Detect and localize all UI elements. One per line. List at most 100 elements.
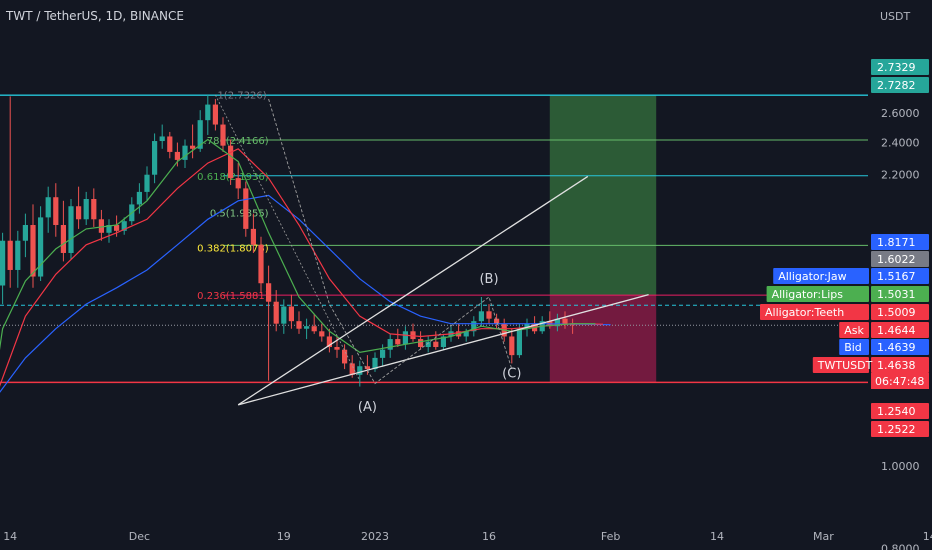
candle[interactable]: [494, 313, 500, 329]
candle[interactable]: [304, 318, 310, 340]
candle[interactable]: [311, 313, 317, 334]
candle-body: [91, 199, 97, 220]
candle-body: [494, 318, 500, 324]
candle[interactable]: [212, 99, 218, 131]
candle[interactable]: [182, 139, 188, 169]
candle[interactable]: [395, 328, 401, 348]
candle[interactable]: [91, 188, 97, 227]
candle[interactable]: [554, 313, 560, 332]
candle[interactable]: [387, 333, 393, 358]
candle[interactable]: [60, 200, 66, 262]
candle[interactable]: [250, 213, 256, 253]
price-tag-label: Ask: [844, 324, 864, 337]
candle[interactable]: [456, 323, 462, 340]
candle[interactable]: [326, 328, 332, 353]
trendline[interactable]: [238, 294, 649, 406]
candle[interactable]: [296, 311, 302, 334]
candle[interactable]: [273, 290, 279, 332]
price-tag-value-box: [871, 77, 929, 93]
position-loss-zone[interactable]: [549, 295, 657, 383]
candle-body: [159, 136, 165, 142]
price-tag[interactable]: 1.6022: [871, 251, 929, 267]
price-tag[interactable]: 1.8171: [871, 234, 929, 250]
candle[interactable]: [136, 183, 142, 214]
price-tag[interactable]: 1.4638 TWTUSDT: [812, 357, 929, 373]
candle[interactable]: [243, 181, 249, 237]
candle[interactable]: [30, 204, 36, 288]
candle-body: [402, 331, 408, 345]
candle[interactable]: [121, 217, 127, 235]
candle[interactable]: [471, 316, 477, 337]
wave-path[interactable]: [268, 98, 513, 385]
candle[interactable]: [440, 333, 446, 350]
price-tag[interactable]: 1.5009 Alligator:Teeth: [760, 304, 929, 320]
y-axis-tick-label: 2.6000: [881, 107, 920, 120]
candle[interactable]: [0, 232, 6, 305]
wave-label: (B): [479, 272, 498, 287]
candle[interactable]: [159, 124, 165, 149]
candle[interactable]: [15, 230, 21, 288]
candle[interactable]: [364, 355, 370, 375]
candle[interactable]: [486, 304, 492, 324]
price-tag[interactable]: 1.5031 Alligator:Lips: [766, 286, 929, 302]
fib-level-label: 0.5(1.9855): [210, 209, 269, 220]
candle-body: [509, 336, 515, 356]
candle-body: [266, 283, 272, 302]
candle[interactable]: [205, 94, 211, 135]
price-tag-value: 2.7329: [877, 61, 916, 74]
price-tag[interactable]: 1.2522: [871, 421, 929, 437]
candle[interactable]: [410, 323, 416, 342]
candle[interactable]: [418, 331, 424, 350]
candle[interactable]: [220, 117, 226, 152]
candle[interactable]: [76, 186, 82, 229]
candle[interactable]: [235, 163, 241, 200]
candle[interactable]: [266, 265, 272, 381]
countdown-label: 06:47:48: [875, 375, 924, 388]
candle[interactable]: [144, 166, 150, 201]
candle[interactable]: [357, 360, 363, 387]
candle[interactable]: [22, 213, 28, 258]
price-tag-value-box: [871, 421, 929, 437]
candle[interactable]: [539, 316, 545, 334]
price-tag[interactable]: 1.4644 Ask: [839, 322, 929, 338]
candle[interactable]: [106, 219, 112, 243]
candle[interactable]: [425, 336, 431, 353]
fib-trend-line[interactable]: [215, 94, 361, 381]
candle[interactable]: [7, 96, 13, 288]
candle[interactable]: [509, 328, 515, 364]
candle[interactable]: [433, 331, 439, 350]
candle[interactable]: [228, 139, 234, 185]
candle[interactable]: [98, 209, 104, 241]
candle[interactable]: [83, 191, 89, 226]
candle-body: [243, 188, 249, 229]
position-profit-zone[interactable]: [549, 95, 657, 296]
trendline[interactable]: [237, 175, 589, 406]
candle-body: [304, 326, 310, 329]
candle[interactable]: [167, 131, 173, 159]
candle[interactable]: [342, 344, 348, 370]
candle[interactable]: [281, 299, 287, 334]
candle[interactable]: [562, 311, 568, 329]
candle[interactable]: [53, 183, 59, 237]
candle[interactable]: [152, 133, 158, 184]
candle[interactable]: [45, 186, 51, 233]
price-tag[interactable]: 1.5167 Alligator:Jaw: [773, 268, 929, 284]
price-tag[interactable]: 1.4639 Bid: [839, 339, 929, 355]
candle[interactable]: [478, 297, 484, 327]
candle[interactable]: [402, 326, 408, 350]
candle[interactable]: [190, 124, 196, 159]
candle[interactable]: [38, 206, 44, 281]
candle-body: [554, 318, 560, 327]
candle[interactable]: [319, 323, 325, 342]
candle[interactable]: [258, 236, 264, 293]
candle[interactable]: [68, 199, 74, 260]
candle-body: [190, 145, 196, 149]
price-tag-value: 1.5009: [877, 306, 916, 319]
price-tag[interactable]: 2.7329: [871, 59, 929, 75]
candle[interactable]: [174, 142, 180, 167]
candle-body: [357, 366, 363, 375]
candle[interactable]: [288, 294, 294, 329]
price-tag[interactable]: 1.2540: [871, 403, 929, 419]
price-tag[interactable]: 2.7282: [871, 77, 929, 93]
